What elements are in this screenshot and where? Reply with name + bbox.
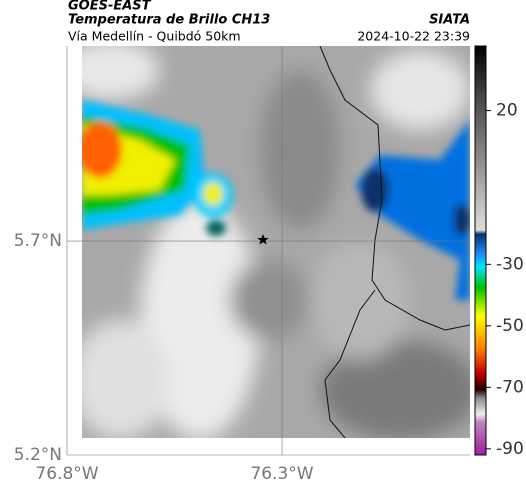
location-marker (257, 234, 269, 245)
colorbar-tick-label: -90 (496, 439, 524, 459)
colorbar (474, 45, 487, 456)
title: Temperatura de Brillo CH13 (68, 13, 270, 28)
x-tick-label: 76.8°W (35, 464, 98, 484)
timestamp: 2024-10-22 23:39 (357, 29, 470, 44)
subtitle: Vía Medellín - Quibdó 50km (68, 29, 241, 44)
colorbar-tick-label: -70 (496, 377, 524, 397)
source: GOES-EAST (68, 0, 152, 14)
y-tick-label: 5.7°N (14, 231, 62, 251)
credit: SIATA (429, 13, 470, 28)
y-tick-label: 5.2°N (14, 445, 62, 465)
colorbar-tick-label: -50 (496, 316, 524, 336)
colorbar-tick-label: 20 (496, 101, 518, 121)
colorbar-tick-label: -30 (496, 254, 524, 274)
imagery (82, 46, 470, 438)
x-tick-label: 76.3°W (250, 464, 313, 484)
